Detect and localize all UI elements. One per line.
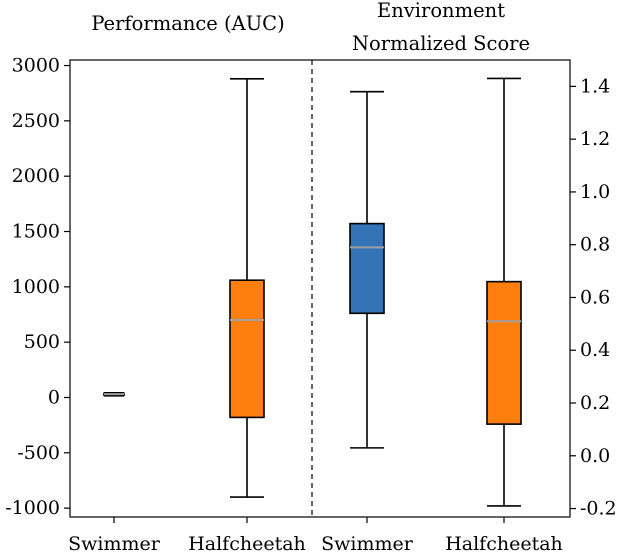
box-halfcheetah <box>486 280 522 425</box>
panel-title: Environment <box>377 0 505 22</box>
chart-marks: -1000 -500 0 500 1000 1500 2000 2500 3000 Perform… <box>5 0 616 552</box>
y-tick-label: 1.0 <box>580 181 610 203</box>
y-tick-label: 3000 <box>12 55 60 77</box>
y-tick-label: 0 <box>48 386 60 408</box>
y-tick-label: 1.4 <box>580 75 610 97</box>
x-category-label: Swimmer <box>68 533 161 552</box>
y-tick-label: 500 <box>24 331 60 353</box>
y-tick-label: -0.2 <box>580 498 617 520</box>
x-category-label: Swimmer <box>321 533 414 552</box>
y-tick-label: -500 <box>17 442 60 464</box>
box-halfcheetah <box>229 279 265 419</box>
y-tick-label: 0.2 <box>580 392 610 414</box>
y-tick-label: 0.6 <box>580 286 610 308</box>
x-category-label: Halfcheetah <box>445 533 563 552</box>
y-tick-label: 1000 <box>12 276 60 298</box>
x-category-label: Halfcheetah <box>188 533 306 552</box>
y-tick-label: 0.0 <box>580 445 610 467</box>
y-tick-label: 0.8 <box>580 234 610 256</box>
plot-frame <box>69 59 571 518</box>
y-tick-label: 2000 <box>12 165 60 187</box>
y-tick-label: -1000 <box>5 497 60 519</box>
y-tick-label: 0.4 <box>580 339 610 361</box>
panel-title: Normalized Score <box>352 32 530 55</box>
y-tick-label: 1500 <box>12 221 60 243</box>
box-swimmer <box>349 222 385 315</box>
y-tick-label: 2500 <box>12 110 60 132</box>
panel-title: Performance (AUC) <box>91 12 284 35</box>
y-tick-label: 1.2 <box>580 128 610 150</box>
